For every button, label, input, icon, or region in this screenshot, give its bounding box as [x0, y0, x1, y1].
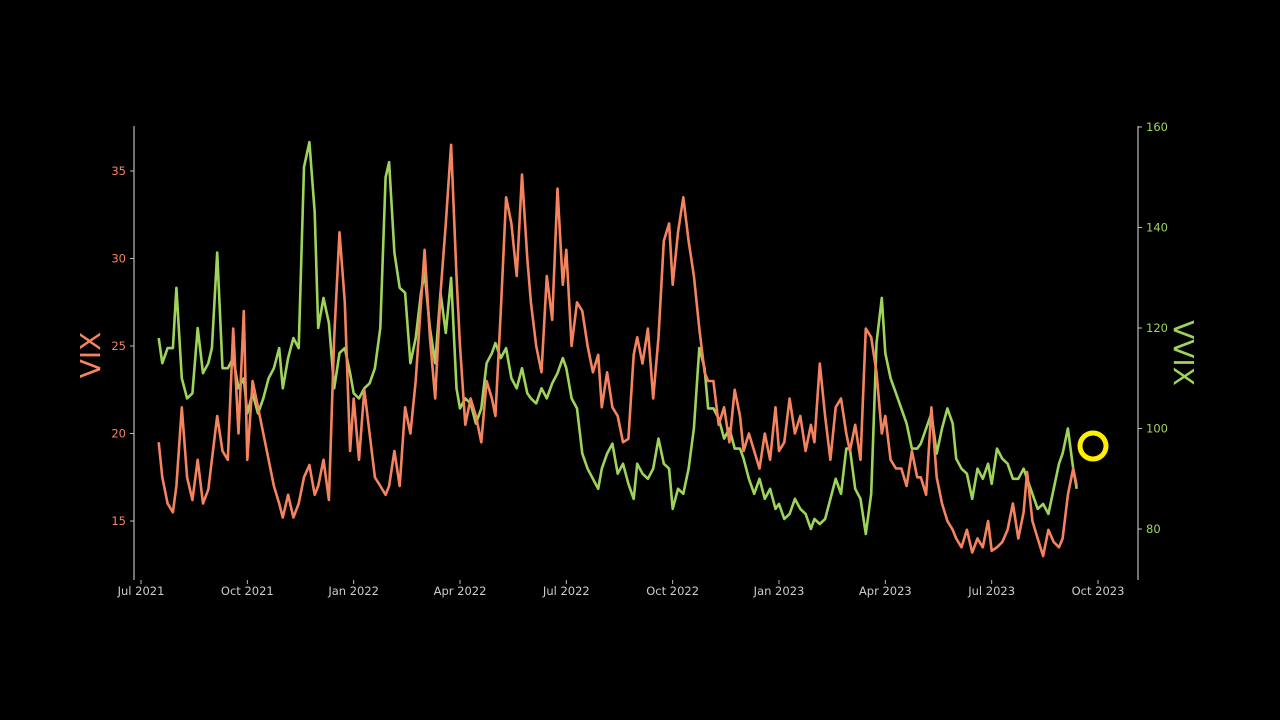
date-tick-label: Jan 2023	[753, 584, 805, 598]
vix-tick-label: 25	[111, 339, 126, 353]
date-tick-label: Apr 2023	[859, 584, 912, 598]
plot-lines	[157, 140, 1078, 558]
vvix-tick-label: 120	[1146, 321, 1168, 335]
highlight-circle-marker	[1077, 430, 1109, 462]
vvix-tick-label: 160	[1146, 120, 1168, 134]
vix-axis-title: VIX	[74, 332, 107, 379]
vvix-line	[157, 140, 1078, 536]
vvix-axis-title: VVIX	[1167, 320, 1200, 386]
date-tick-label: Oct 2022	[646, 584, 699, 598]
right-y-axis-vvix: 80 100 120 140 160	[1137, 120, 1168, 580]
date-tick-label: Jul 2022	[542, 584, 590, 598]
vvix-tick-label: 100	[1146, 422, 1168, 436]
vix-tick-label: 20	[111, 427, 126, 441]
x-axis-dates: Jul 2021 Oct 2021 Jan 2022 Apr 2022 Jul 2022…	[117, 580, 1125, 598]
date-tick-label: Jul 2023	[967, 584, 1015, 598]
vvix-tick-label: 140	[1146, 221, 1168, 235]
left-y-axis-vix: 15 20 25 30 35	[111, 126, 135, 580]
vix-tick-label: 35	[111, 164, 126, 178]
vix-tick-label: 30	[111, 252, 126, 266]
vix-tick-label: 15	[111, 514, 126, 528]
vvix-tick-label: 80	[1146, 522, 1161, 536]
date-tick-label: Oct 2021	[221, 584, 274, 598]
date-tick-label: Apr 2022	[434, 584, 487, 598]
date-tick-label: Jul 2021	[117, 584, 165, 598]
date-tick-label: Jan 2022	[327, 584, 379, 598]
vix-line	[157, 143, 1078, 558]
date-tick-label: Oct 2023	[1072, 584, 1125, 598]
